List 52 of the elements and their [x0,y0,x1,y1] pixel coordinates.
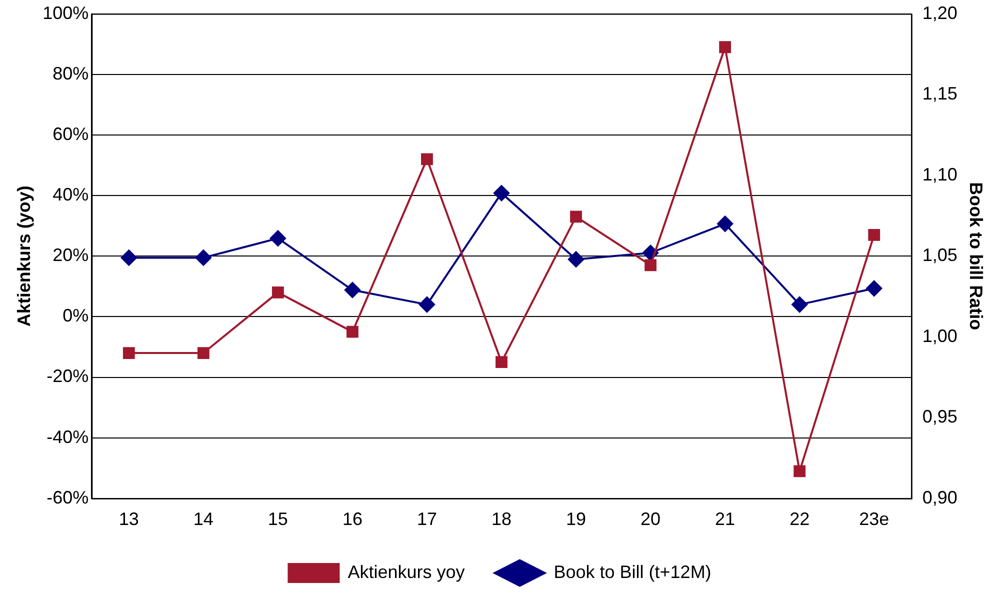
x-tick-label: 22 [790,509,810,530]
point [346,326,358,338]
point [344,282,360,298]
point [496,356,508,368]
x-tick-label: 16 [342,509,362,530]
point [197,347,210,359]
y2-tick-label: 0,95 [922,406,958,427]
point [570,210,582,223]
y-tick-label: 80% [52,63,89,84]
y2-axis-title: Book to bill Ratio [966,182,986,330]
point [120,250,137,266]
x-tick-label: 19 [566,509,586,530]
point [719,41,732,54]
point [866,280,882,296]
y2-tick-label: 0,90 [922,487,958,508]
point [792,296,808,313]
point [794,465,806,478]
y2-tick-label: 1,20 [922,2,958,23]
point [122,347,135,359]
y-tick-label: -20% [46,366,89,386]
x-tick-label: 17 [416,509,437,530]
x-tick-label: 21 [715,509,736,530]
x-tick-label: 15 [268,509,288,530]
x-tick-label: 14 [193,509,214,530]
y2-tick-label: 1,00 [922,326,958,346]
point [421,153,433,166]
y-axis-title: Aktienkurs (yoy) [14,186,34,327]
x-tick-label: 20 [640,509,661,530]
y-tick-label: 40% [52,184,89,204]
point [494,185,510,202]
y-tick-label: -40% [46,426,89,447]
y-tick-label: 0% [62,306,89,326]
y-tick-label: 60% [52,124,89,144]
point [195,250,212,266]
y-tick-label: 100% [42,2,89,23]
point [568,251,584,268]
legend-label: Aktienkurs yoy [348,562,465,582]
point [418,296,435,313]
point [272,286,284,298]
y-tick-label: 20% [52,245,89,266]
y2-tick-label: 1,10 [922,164,958,184]
y2-tick-label: 1,15 [922,84,958,104]
point [717,216,734,232]
point [270,230,286,246]
x-tick-label: 23e [859,509,890,530]
y-tick-label: -60% [46,487,89,508]
y2-tick-label: 1,05 [922,245,958,266]
point [644,259,656,272]
point [868,228,880,241]
x-tick-label: 13 [118,509,139,530]
x-tick-label: 18 [491,509,512,530]
legend-label: Book to Bill (t+12M) [554,562,712,582]
